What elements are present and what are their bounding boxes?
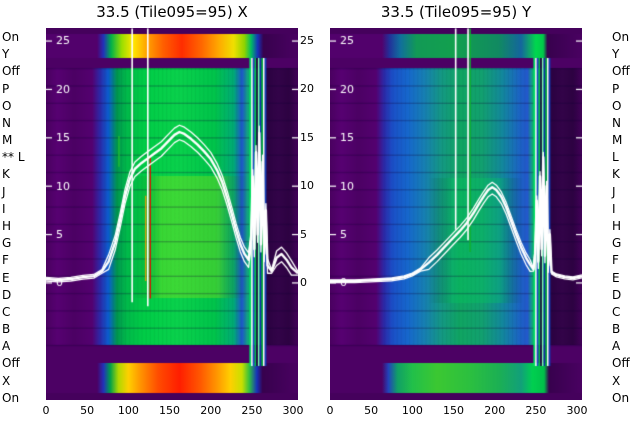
row-label-f: F <box>2 253 9 268</box>
row-label-on: On <box>2 390 20 405</box>
row-label-on: On <box>612 390 630 405</box>
y-tick-label: 25 <box>300 34 314 48</box>
row-label-x: X <box>2 373 11 388</box>
row-label-f: F <box>612 253 619 268</box>
x-tick-label-left: 300 <box>282 404 304 417</box>
row-label-l: ** L <box>2 150 25 165</box>
y-tick-label: 10 <box>300 179 314 193</box>
row-label-p: P <box>2 81 10 96</box>
row-label-h: H <box>2 218 12 233</box>
x-tick-label-left: 150 <box>159 404 181 417</box>
row-label-k: K <box>612 167 620 182</box>
row-label-m: M <box>2 133 13 148</box>
row-label-e: E <box>612 270 620 285</box>
x-tick-label-right: 50 <box>364 404 379 417</box>
row-label-j: J <box>2 184 6 199</box>
y-tick-label: 20 <box>300 82 314 96</box>
x-tick-label-left: 250 <box>241 404 263 417</box>
x-tick-label-left: 0 <box>42 404 50 417</box>
x-tick-label-right: 100 <box>401 404 423 417</box>
row-label-y: Y <box>612 47 620 62</box>
row-label-n: N <box>612 115 621 130</box>
row-label-off: Off <box>612 64 630 79</box>
x-tick-label-right: 250 <box>525 404 547 417</box>
row-label-b: B <box>2 322 11 337</box>
row-label-y: Y <box>2 47 10 62</box>
x-tick-label-right: 150 <box>443 404 465 417</box>
row-label-b: B <box>612 322 621 337</box>
row-label-h: H <box>612 218 622 233</box>
x-tick-label-left: 100 <box>117 404 139 417</box>
row-label-i: I <box>612 201 616 216</box>
heatmap-panel-y <box>330 28 582 400</box>
x-tick-label-right: 0 <box>326 404 334 417</box>
row-label-off: Off <box>2 356 20 371</box>
row-label-k: K <box>2 167 10 182</box>
row-label-a: A <box>612 339 621 354</box>
row-label-c: C <box>2 304 11 319</box>
row-label-off: Off <box>2 64 20 79</box>
x-tick-label-left: 200 <box>200 404 222 417</box>
row-label-e: E <box>2 270 10 285</box>
y-tick-label: 15 <box>300 130 314 144</box>
y-tick-label: 0 <box>300 275 307 289</box>
row-label-on: On <box>612 30 630 44</box>
row-label-l: L <box>612 150 619 165</box>
x-tick-label-left: 50 <box>80 404 95 417</box>
row-label-a: A <box>2 339 11 354</box>
row-label-g: G <box>612 236 622 251</box>
x-tick-label-right: 200 <box>484 404 506 417</box>
x-tick-label-right: 300 <box>566 404 588 417</box>
row-labels-right: On Y Off P O N M L K J I H G F E D C B A Off X On <box>612 0 640 440</box>
panel-title-y: 33.5 (Tile095=95) Y <box>380 3 532 21</box>
row-label-d: D <box>612 287 622 302</box>
row-label-j: J <box>612 184 616 199</box>
row-label-i: I <box>2 201 6 216</box>
row-label-o: O <box>2 98 12 113</box>
row-label-p: P <box>612 81 620 96</box>
row-label-o: O <box>612 98 622 113</box>
row-label-d: D <box>2 287 12 302</box>
row-label-n: N <box>2 115 11 130</box>
heatmap-panel-x <box>46 28 298 400</box>
y-tick-label: 5 <box>300 227 307 241</box>
row-label-g: G <box>2 236 12 251</box>
row-label-off: Off <box>612 356 630 371</box>
row-label-on: On <box>2 30 20 44</box>
row-label-m: M <box>612 133 623 148</box>
row-labels-left: On Y Off P O N M ** L K J I H G F E D C B A Off X On <box>2 0 30 440</box>
panel-title-x: 33.5 (Tile095=95) X <box>96 3 248 21</box>
row-label-x: X <box>612 373 621 388</box>
row-label-c: C <box>612 304 621 319</box>
